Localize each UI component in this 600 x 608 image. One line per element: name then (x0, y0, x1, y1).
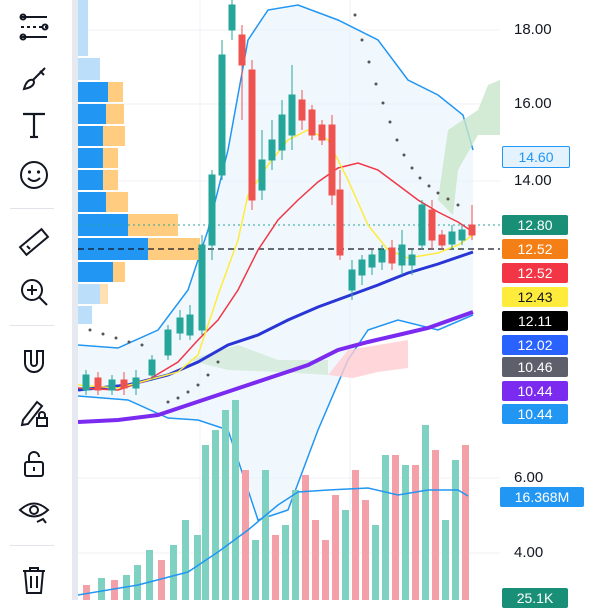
trash-tool[interactable] (12, 558, 56, 602)
volume-ma-line (78, 487, 469, 596)
price-label-ma-fast: 12.43 (502, 287, 568, 307)
bollinger-band-fill (78, 5, 473, 520)
magnet-tool[interactable] (12, 340, 56, 384)
price-tick-label: 14.00 (514, 172, 552, 189)
toolbar-divider (10, 208, 54, 209)
text-tool[interactable] (12, 103, 56, 147)
price-label-avg: 12.52 (502, 239, 568, 259)
drawing-toolbar (0, 0, 72, 600)
toolbar-divider (10, 545, 54, 546)
price-label-grey: 10.46 (502, 357, 568, 377)
brush-tool-icon (22, 67, 46, 91)
ichimoku-cloud-green-left (188, 345, 328, 375)
brush-tool[interactable] (12, 56, 56, 100)
volume-tick-label: 6.00 (514, 469, 544, 486)
ma-mid-red-line (78, 162, 474, 391)
price-label-lower-band: 10.44 (502, 404, 568, 424)
emoji-tool-icon (20, 161, 48, 189)
bollinger-band-lines (78, 4, 474, 521)
price-label-black: 12.11 (502, 311, 568, 331)
ichimoku-cloud-green (438, 80, 500, 215)
volume-current-label: 25.1K (502, 588, 568, 608)
price-label-ma-long: 10.44 (502, 381, 568, 401)
lock-drawing-tool[interactable] (12, 391, 56, 435)
text-tool-icon (23, 112, 45, 139)
price-chart-area[interactable] (78, 0, 500, 600)
toolbar-splitter[interactable] (72, 0, 78, 600)
price-label-upper-band: 14.60 (502, 146, 570, 168)
price-label-current: 12.80 (502, 215, 568, 235)
hide-drawings-tool[interactable] (12, 490, 56, 534)
zoom-in-tool-icon (21, 279, 48, 306)
unlock-tool[interactable] (12, 442, 56, 486)
trend-line-tool-icon (19, 13, 49, 41)
unlock-tool-icon (24, 451, 44, 477)
volume-profile (78, 0, 200, 324)
volume-bars (83, 400, 469, 600)
price-axis[interactable]: 18.00 16.00 14.00 6.00 4.00 14.60 12.80 … (500, 0, 600, 608)
hide-drawings-tool-icon (18, 502, 50, 524)
magnet-tool-icon (24, 350, 44, 373)
trash-tool-icon (23, 567, 45, 594)
toolbar-divider (10, 325, 54, 326)
lock-drawing-tool-icon (20, 400, 48, 427)
ma-long-purple-line (78, 310, 474, 424)
price-tick-label: 16.00 (514, 95, 552, 112)
price-label-ma-slow: 12.02 (502, 335, 568, 355)
ruler-tool-icon (18, 227, 50, 257)
volume-ma-label: 16.368M (500, 487, 584, 507)
candlesticks (82, 0, 476, 395)
parabolic-sar-dots (88, 13, 460, 404)
volume-tick-label: 4.00 (514, 544, 544, 561)
ma-fast-yellow-line (78, 129, 474, 389)
price-label-ma-mid: 12.52 (502, 263, 568, 283)
price-tick-label: 18.00 (514, 21, 552, 38)
trend-line-tool[interactable] (12, 5, 56, 49)
emoji-tool[interactable] (12, 153, 56, 197)
ruler-tool[interactable] (12, 220, 56, 264)
ichimoku-cloud-pink (328, 340, 408, 378)
zoom-in-tool[interactable] (12, 270, 56, 314)
